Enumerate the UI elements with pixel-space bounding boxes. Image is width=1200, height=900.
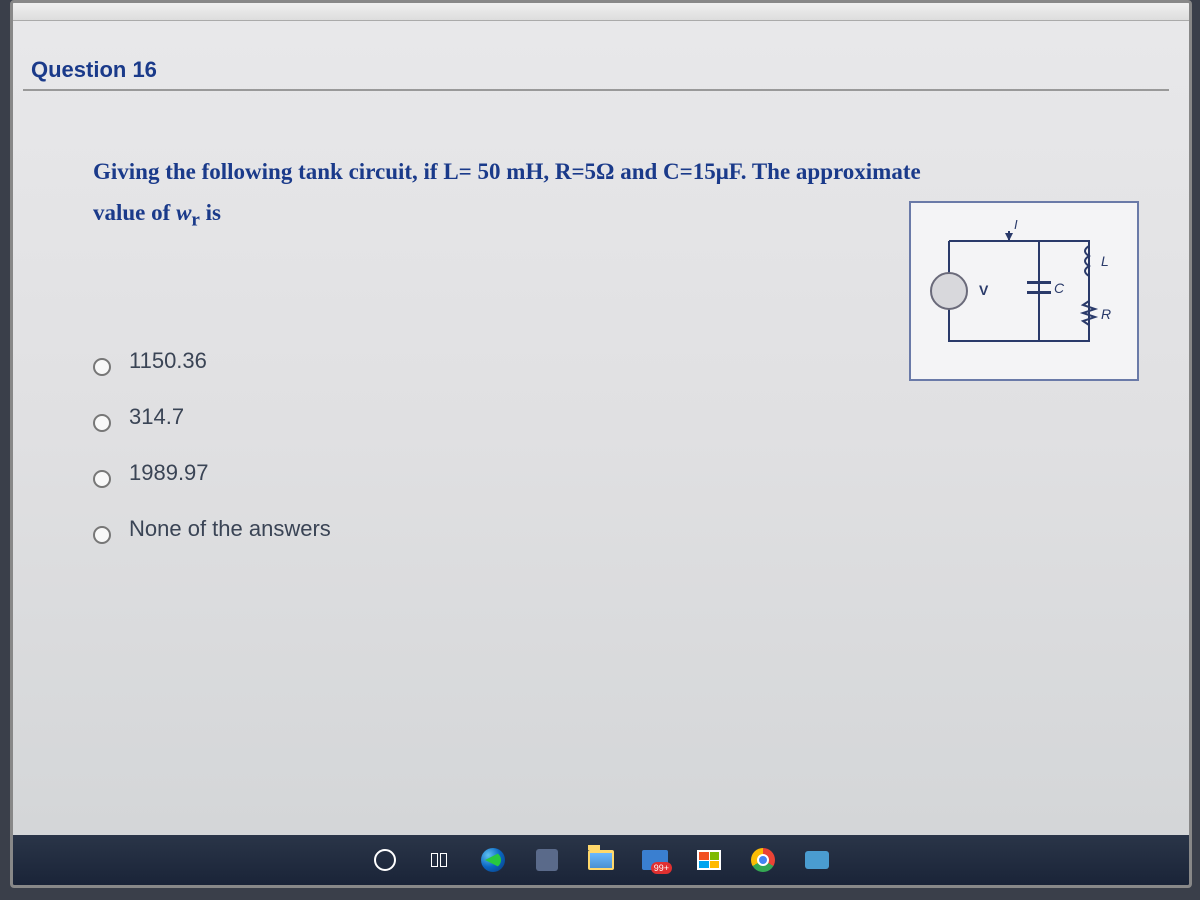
circuit-diagram: V C L R I (909, 201, 1139, 381)
answer-option[interactable]: 314.7 (93, 404, 1129, 432)
radio-button[interactable] (93, 414, 111, 432)
circuit-label-l: L (1101, 253, 1109, 269)
quiz-content-area: Question 16 Giving the following tank ci… (13, 21, 1189, 835)
circuit-label-v: V (979, 282, 989, 298)
chrome-browser-icon[interactable] (741, 840, 785, 880)
option-label: 1989.97 (129, 460, 209, 486)
windows-taskbar[interactable]: 99+ (13, 835, 1189, 885)
monitor-frame: Question 16 Giving the following tank ci… (10, 0, 1192, 888)
radio-button[interactable] (93, 470, 111, 488)
circuit-label-i: I (1014, 217, 1018, 232)
question-variable: w (176, 200, 191, 225)
microsoft-store-icon[interactable] (687, 840, 731, 880)
radio-button[interactable] (93, 358, 111, 376)
browser-tab-bar (13, 3, 1189, 21)
question-body: Giving the following tank circuit, if L=… (23, 91, 1169, 592)
file-explorer-icon[interactable] (579, 840, 623, 880)
cortana-icon[interactable] (363, 840, 407, 880)
task-view-icon[interactable] (417, 840, 461, 880)
mail-badge: 99+ (651, 862, 672, 874)
option-label: None of the answers (129, 516, 331, 542)
option-label: 314.7 (129, 404, 184, 430)
option-label: 1150.36 (129, 348, 207, 374)
question-text: Giving the following tank circuit, if L=… (93, 151, 963, 238)
answer-option[interactable]: None of the answers (93, 516, 1129, 544)
search-text-fragment: ch (10, 802, 14, 825)
question-line-2-prefix: value of (93, 200, 176, 225)
question-subscript: r (191, 210, 200, 231)
radio-button[interactable] (93, 526, 111, 544)
question-number-header: Question 16 (23, 51, 1169, 91)
circuit-label-c: C (1054, 280, 1065, 296)
question-line-1: Giving the following tank circuit, if L=… (93, 159, 921, 184)
camera-app-icon[interactable] (795, 840, 839, 880)
answer-option[interactable]: 1989.97 (93, 460, 1129, 488)
snip-tool-icon[interactable] (525, 840, 569, 880)
question-line-2-suffix: is (200, 200, 221, 225)
edge-browser-icon[interactable] (471, 840, 515, 880)
mail-icon[interactable]: 99+ (633, 840, 677, 880)
circuit-label-r: R (1101, 306, 1111, 322)
